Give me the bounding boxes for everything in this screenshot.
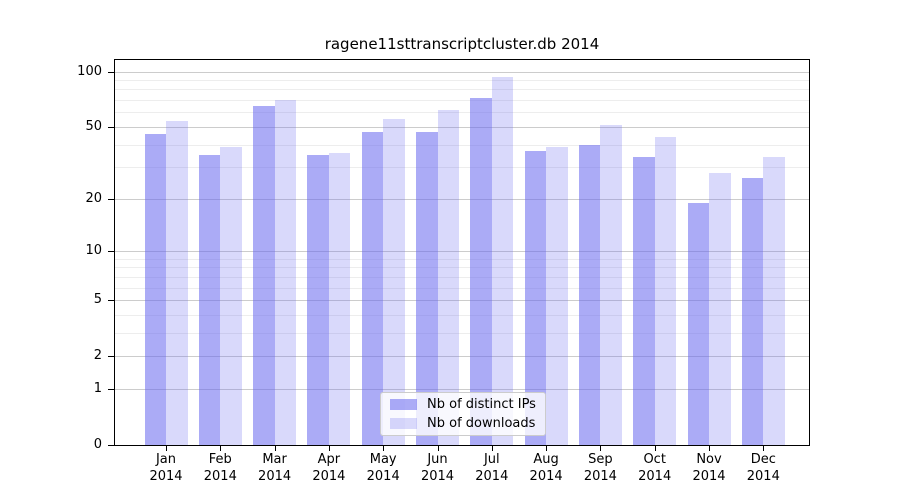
bar-nb-of-downloads-apr-2014: [328, 152, 351, 445]
y-tick-label: 1: [93, 380, 102, 396]
bar-nb-of-downloads-oct-2014: [654, 137, 677, 445]
bar-nb-of-downloads-nov-2014: [709, 172, 731, 445]
minor-gridline: [115, 89, 809, 91]
bar-nb-of-distinct-ips-aug-2014: [524, 150, 547, 445]
bar-nb-of-downloads-may-2014: [383, 119, 405, 445]
y-tick: [108, 388, 114, 390]
bar-nb-of-distinct-ips-feb-2014: [198, 155, 221, 445]
y-tick: [108, 71, 114, 73]
legend-label-distinct-ips: Nb of distinct IPs: [427, 396, 536, 412]
x-tick: [166, 446, 167, 451]
x-tick: [220, 446, 222, 451]
minor-gridline: [115, 314, 809, 316]
x-tick-label: May 2014: [366, 452, 400, 484]
legend: Nb of distinct IPs Nb of downloads: [380, 392, 546, 436]
plot-area: [114, 59, 810, 446]
y-tick: [108, 251, 114, 252]
minor-gridline: [115, 276, 809, 278]
minor-gridline: [115, 258, 809, 260]
chart-title: ragene11sttranscriptcluster.db 2014: [324, 35, 600, 53]
bar-nb-of-distinct-ips-dec-2014: [741, 178, 764, 445]
x-tick: [546, 446, 548, 451]
y-tick: [108, 126, 114, 128]
bar-nb-of-downloads-jan-2014: [166, 120, 188, 445]
bar-nb-of-distinct-ips-jun-2014: [416, 131, 438, 445]
legend-item-distinct-ips: Nb of distinct IPs: [390, 396, 545, 412]
x-tick-label: Nov 2014: [692, 452, 726, 484]
bar-nb-of-downloads-dec-2014: [763, 157, 785, 445]
y-tick: [108, 300, 114, 302]
y-tick-label: 100: [77, 63, 102, 79]
x-tick-label: Sep 2014: [583, 452, 617, 484]
x-tick: [274, 446, 276, 451]
legend-item-downloads: Nb of downloads: [390, 415, 545, 431]
legend-swatch-distinct-ips: [390, 399, 417, 410]
legend-swatch-downloads: [390, 418, 417, 429]
x-tick: [491, 446, 493, 451]
minor-gridline: [115, 167, 809, 169]
x-tick: [328, 446, 330, 451]
y-tick-label: 2: [93, 348, 102, 364]
x-tick: [654, 446, 656, 451]
bar-nb-of-distinct-ips-oct-2014: [633, 157, 655, 445]
x-tick-label: Dec 2014: [746, 452, 780, 484]
major-gridline: [115, 71, 809, 73]
x-tick-label: Jul 2014: [475, 452, 509, 484]
bar-nb-of-distinct-ips-nov-2014: [687, 202, 709, 445]
bar-nb-of-downloads-sep-2014: [600, 125, 622, 445]
y-tick-label: 20: [85, 190, 102, 206]
major-gridline: [115, 251, 809, 252]
bar-nb-of-distinct-ips-jan-2014: [144, 133, 166, 445]
bar-nb-of-downloads-mar-2014: [274, 100, 297, 445]
bar-nb-of-distinct-ips-mar-2014: [253, 106, 275, 445]
bar-nb-of-distinct-ips-may-2014: [361, 131, 384, 445]
x-tick: [763, 446, 765, 451]
y-tick: [108, 445, 114, 446]
bar-nb-of-downloads-feb-2014: [220, 146, 242, 445]
bar-nb-of-distinct-ips-apr-2014: [307, 155, 329, 445]
y-tick-label: 50: [85, 118, 102, 134]
x-tick: [383, 446, 385, 451]
legend-label-downloads: Nb of downloads: [427, 415, 536, 431]
major-gridline: [115, 300, 809, 302]
x-tick-label: Jun 2014: [420, 452, 455, 484]
y-tick-label: 5: [93, 292, 102, 308]
minor-gridline: [115, 80, 809, 82]
major-gridline: [115, 356, 809, 358]
bar-nb-of-downloads-jun-2014: [437, 109, 459, 445]
bar-nb-of-downloads-jul-2014: [491, 76, 514, 445]
y-tick-label: 10: [85, 243, 102, 258]
minor-gridline: [115, 112, 809, 114]
major-gridline: [115, 388, 809, 390]
bar-nb-of-downloads-aug-2014: [546, 146, 568, 445]
x-tick-label: Mar 2014: [258, 452, 292, 484]
x-tick-label: Aug 2014: [529, 452, 563, 484]
x-tick-label: Jan 2014: [149, 452, 183, 484]
minor-gridline: [115, 332, 809, 334]
minor-gridline: [115, 267, 809, 269]
minor-gridline: [115, 144, 809, 146]
x-tick-label: Apr 2014: [312, 452, 346, 484]
x-tick: [600, 446, 602, 451]
bar-nb-of-distinct-ips-jul-2014: [470, 97, 492, 445]
y-tick: [108, 198, 114, 200]
x-tick: [437, 446, 439, 451]
major-gridline: [115, 126, 809, 128]
bar-nb-of-distinct-ips-sep-2014: [578, 144, 601, 445]
major-gridline: [115, 198, 809, 200]
x-tick: [709, 446, 710, 451]
minor-gridline: [115, 287, 809, 289]
x-tick-label: Feb 2014: [203, 452, 237, 484]
minor-gridline: [115, 100, 809, 102]
x-tick-label: Oct 2014: [638, 452, 672, 484]
y-tick-label: 0: [93, 437, 102, 452]
y-tick: [108, 356, 114, 358]
